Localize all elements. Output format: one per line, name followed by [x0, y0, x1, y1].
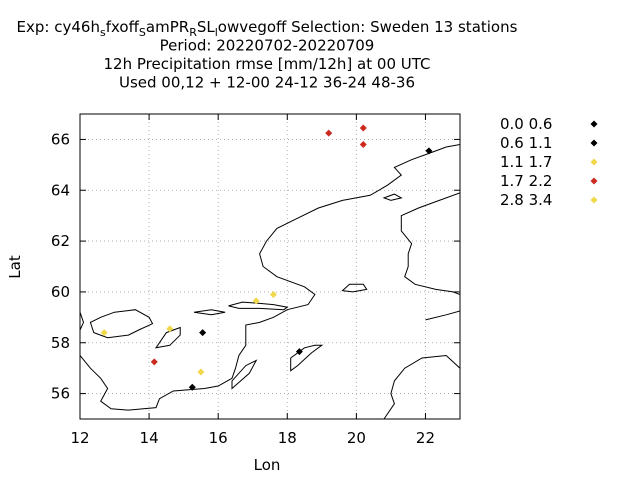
legend-marker: [590, 120, 598, 128]
station-point: [166, 325, 174, 333]
station-point: [295, 348, 303, 356]
y-tick-label: 58: [51, 334, 70, 352]
grid: [80, 114, 460, 419]
station-point: [197, 368, 205, 376]
y-tick-label: 66: [51, 130, 70, 148]
station-point: [100, 329, 108, 337]
map-coast_latvia: [383, 354, 460, 419]
x-tick-label: 14: [140, 429, 159, 447]
legend-marker: [590, 177, 598, 185]
plot-frame: [79, 113, 461, 420]
y-tick-label: 64: [51, 181, 70, 199]
y-axis-label: Lat: [6, 255, 24, 279]
map-vattern: [154, 326, 181, 349]
legend-label: 2.8 3.4: [500, 191, 552, 209]
y-tick-label: 56: [51, 385, 70, 403]
map-coast_estonia: [425, 310, 460, 321]
legend-label: 1.7 2.2: [500, 172, 552, 190]
legend-marker: [590, 158, 598, 166]
station-point: [199, 329, 207, 337]
map-aland: [341, 283, 368, 293]
map-outline: [80, 144, 460, 419]
station-point: [252, 297, 260, 305]
axis-ticks: 12 14 16 18 20 22 56 58 60 62 64 66: [51, 114, 460, 447]
title-line: Used 00,12 + 12-00 24-12 36-24 48-36: [119, 74, 415, 92]
legend-label: 1.1 1.7: [500, 153, 552, 171]
station-point: [425, 147, 433, 155]
map-coast_sweden: [80, 144, 460, 411]
x-tick-label: 12: [70, 429, 89, 447]
map-hjalmaren: [193, 309, 226, 316]
map-vanern: [89, 309, 154, 339]
legend-label: 0.6 1.1: [500, 134, 552, 152]
chart-title: Exp: cy46hsfxoffSamPRRSLlowvegoff Select…: [17, 18, 518, 92]
data-points: [100, 124, 433, 391]
station-point: [150, 358, 158, 366]
map-kvarken: [382, 193, 403, 201]
station-point: [359, 141, 367, 148]
station-point: [359, 124, 367, 132]
x-tick-label: 18: [278, 429, 297, 447]
y-tick-label: 60: [51, 283, 70, 301]
x-tick-label: 20: [347, 429, 366, 447]
title-line: Period: 20220702-20220709: [160, 37, 375, 55]
x-axis-label: Lon: [254, 456, 281, 474]
x-tick-label: 22: [416, 429, 435, 447]
station-point: [325, 129, 333, 137]
map-malaren: [228, 301, 289, 311]
legend-marker: [590, 139, 598, 147]
legend-marker: [590, 196, 598, 204]
x-tick-label: 16: [209, 429, 228, 447]
legend: 0.0 0.60.6 1.11.1 1.71.7 2.22.8 3.4: [500, 115, 598, 209]
map-coast_norway: [80, 312, 85, 331]
map-oland: [231, 359, 258, 390]
station-point: [269, 290, 277, 298]
station-point: [188, 383, 196, 391]
y-tick-label: 62: [51, 232, 70, 250]
legend-label: 0.0 0.6: [500, 115, 552, 133]
title-line: 12h Precipitation rmse [mm/12h] at 00 UT…: [104, 55, 431, 73]
map-gotland: [290, 344, 324, 372]
title-line: Exp: cy46hsfxoffSamPRRSLlowvegoff Select…: [17, 18, 518, 39]
map-coast_finland: [400, 192, 460, 295]
